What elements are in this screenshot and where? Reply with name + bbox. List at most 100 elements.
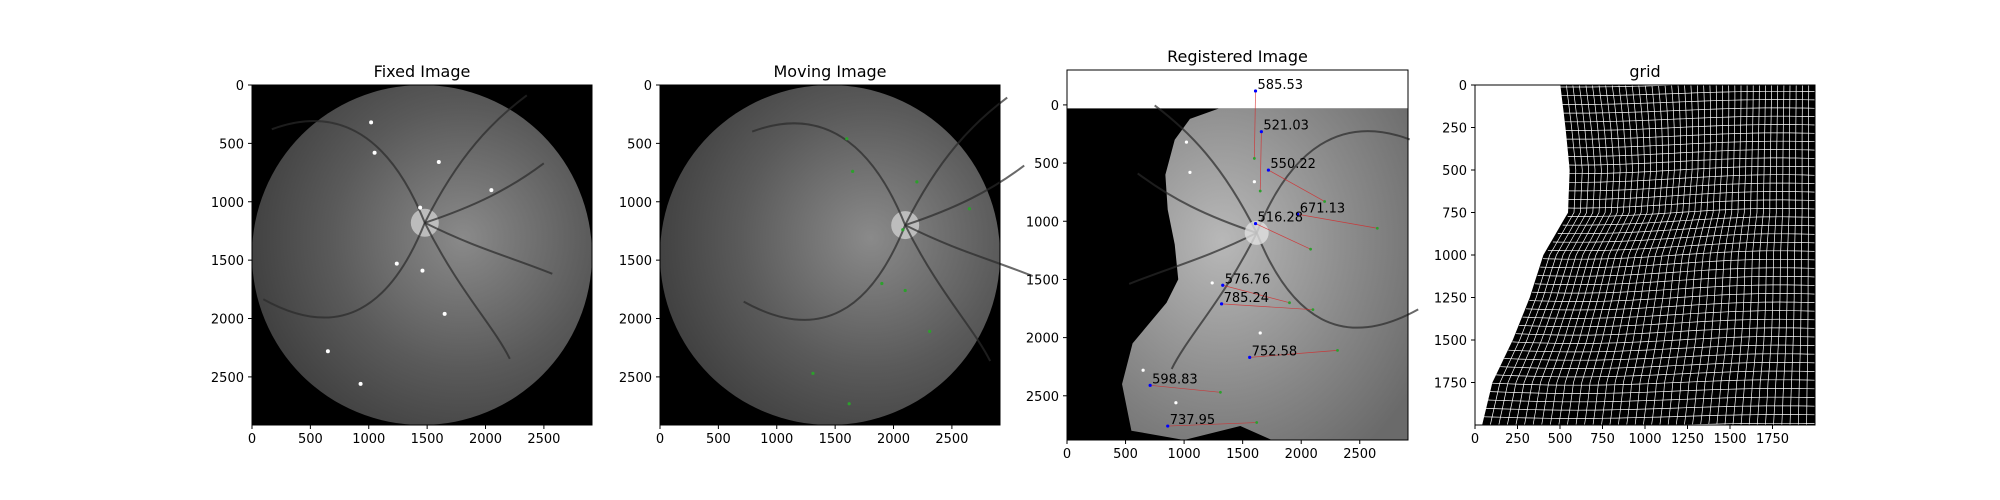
moving-keypoint [915,180,918,183]
y-tick-label: 0 [1051,99,1059,114]
fixed-keypoint [489,188,493,192]
fixed-keypoint [1211,281,1214,284]
moving-keypoint [1309,248,1312,251]
fixed-keypoint [437,160,441,164]
moving-keypoint [928,330,931,333]
moving-keypoint [1376,227,1379,230]
y-tick-label: 250 [1442,122,1467,137]
moving-keypoint [1259,190,1262,193]
y-tick-label: 1500 [1026,273,1059,288]
x-tick-label: 2500 [1343,447,1376,462]
y-tick-label: 1000 [211,196,244,211]
y-tick-label: 1500 [211,254,244,269]
fixed-keypoint [418,206,422,210]
fixed-keypoint [1174,401,1177,404]
y-tick-label: 2000 [619,313,652,328]
x-tick-label: 1500 [1713,432,1746,447]
grid-panel: grid 0 250 500 750 1000 1250 1500 1750 0 250 500 75… [1434,62,1815,447]
y-tick-label: 1500 [1434,334,1467,349]
moving-image-title: Moving Image [774,62,887,81]
fundus-disc [252,85,592,425]
x-tick-label: 1000 [760,432,793,447]
registered-image-panel: Registered Image 585.53 521.03 550.22 671.1… [1026,47,1418,462]
match-distance-label: 598.83 [1152,372,1198,387]
moving-keypoint [848,402,851,405]
x-tick-label: 1500 [1226,447,1259,462]
match-distance-label: 550.22 [1270,157,1316,172]
match-distance-label: 752.58 [1252,344,1298,359]
x-tick-label: 1000 [1168,447,1201,462]
fixed-keypoint [1259,331,1262,334]
x-tick-label: 0 [1063,447,1071,462]
moving-keypoint [1312,308,1315,311]
fixed-keypoint [1188,171,1191,174]
y-tick-label: 1000 [1026,215,1059,230]
y-tick-label: 0 [236,79,244,94]
x-tick-label: 250 [1505,432,1530,447]
x-tick-label: 0 [1471,432,1479,447]
match-distance-label: 671.13 [1300,201,1346,216]
y-tick-label: 1000 [1434,249,1467,264]
y-tick-label: 500 [1442,164,1467,179]
grid-title: grid [1629,62,1660,81]
moving-keypoint [845,137,848,140]
moving-keypoint [1336,349,1339,352]
match-distance-label: 516.28 [1258,211,1304,226]
moving-keypoint [851,170,854,173]
x-tick-label: 1250 [1671,432,1704,447]
y-tick-label: 1250 [1434,292,1467,307]
x-tick-label: 500 [1548,432,1573,447]
y-tick-label: 0 [644,79,652,94]
fixed-keypoint [395,262,399,266]
moving-keypoint [1219,391,1222,394]
fixed-keypoint [326,349,330,353]
y-tick-label: 1500 [619,254,652,269]
match-distance-label: 521.03 [1263,119,1309,134]
x-tick-label: 500 [706,432,731,447]
y-tick-label: 1750 [1434,377,1467,392]
registered-image-title: Registered Image [1167,47,1308,66]
y-tick-label: 0 [1459,79,1467,94]
moving-keypoint [1255,421,1258,424]
y-tick-label: 750 [1442,207,1467,222]
x-tick-label: 2000 [877,432,910,447]
x-tick-label: 1500 [819,432,852,447]
x-tick-label: 2000 [469,432,502,447]
y-tick-label: 1000 [619,196,652,211]
fixed-keypoint [420,269,424,273]
x-tick-label: 1750 [1756,432,1789,447]
moving-keypoint [968,207,971,210]
moving-keypoint [811,372,814,375]
match-distance-label: 737.95 [1170,413,1216,428]
x-tick-label: 500 [298,432,323,447]
fixed-keypoint [1253,180,1256,183]
x-tick-label: 1000 [1628,432,1661,447]
y-tick-label: 2500 [619,371,652,386]
x-tick-label: 1000 [352,432,385,447]
fixed-keypoint [373,151,377,155]
fixed-keypoint [443,312,447,316]
fixed-keypoint [1185,141,1188,144]
y-tick-label: 2000 [211,313,244,328]
x-tick-label: 2500 [935,432,968,447]
moving-image-panel: Moving Image 0 500 1000 1500 2000 25000500100… [619,62,1033,447]
y-tick-label: 500 [627,137,652,152]
y-tick-label: 500 [219,137,244,152]
match-distance-label: 785.24 [1224,291,1270,306]
x-tick-label: 2000 [1285,447,1318,462]
fixed-keypoint [1142,369,1145,372]
x-tick-label: 0 [248,432,256,447]
x-tick-label: 500 [1113,447,1138,462]
x-tick-label: 750 [1590,432,1615,447]
fixed-image-panel: Fixed Image 0 500 1000 1500 2000 2500 0 500 1000… [211,62,592,447]
match-distance-label: 576.76 [1225,272,1271,287]
moving-keypoint [1288,301,1291,304]
y-tick-label: 2500 [211,371,244,386]
y-tick-label: 2000 [1026,332,1059,347]
moving-keypoint [901,228,904,231]
fixed-image-title: Fixed Image [374,62,471,81]
match-distance-label: 585.53 [1258,78,1304,93]
fixed-keypoint [369,120,373,124]
moving-keypoint [904,289,907,292]
